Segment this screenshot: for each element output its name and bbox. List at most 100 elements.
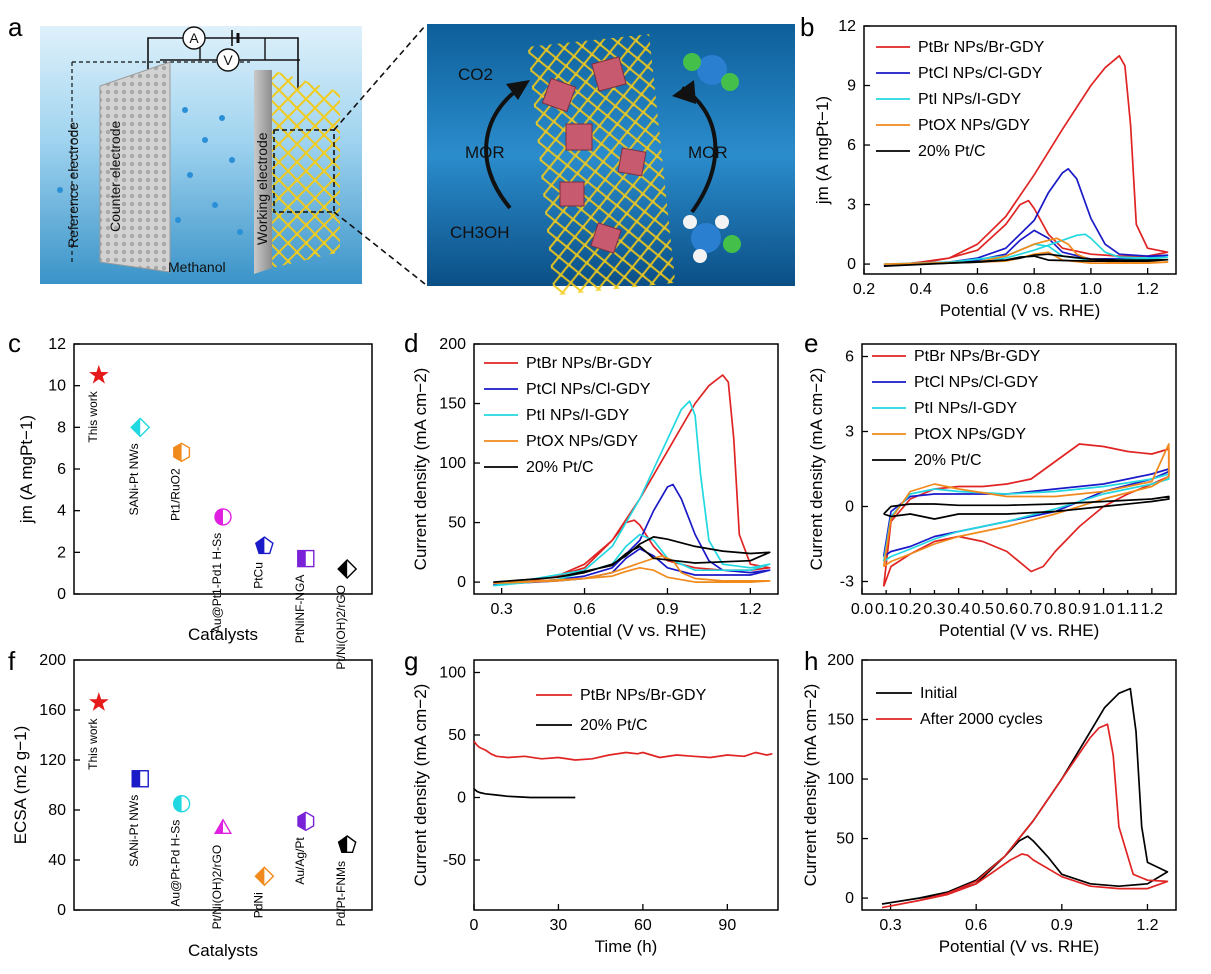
y-tick-label-e: 3 bbox=[845, 424, 854, 441]
x-tick-label-d: 1.2 bbox=[739, 601, 761, 618]
y-axis-title-f: ECSA (m2 g−1) bbox=[11, 726, 30, 845]
legend-label-d-4: 20% Pt/C bbox=[526, 459, 594, 476]
y-tick-label-c: 0 bbox=[57, 586, 66, 603]
y-tick-label-e: -3 bbox=[840, 574, 854, 591]
y-axis-title-b: jm (A mgPt−1) bbox=[813, 96, 832, 205]
series-line-e-4 bbox=[883, 495, 1170, 520]
legend-label-b-2: PtI NPs/I-GDY bbox=[918, 91, 1021, 108]
legend-label-d-3: PtOX NPs/GDY bbox=[526, 433, 638, 450]
reference-electrode-label: Reference electrode bbox=[65, 122, 81, 248]
y-axis-title-e: Current density (mA cm−2) bbox=[807, 368, 826, 571]
data-point-c-4 bbox=[254, 536, 274, 555]
legend-label-e-1: PtCl NPs/Cl-GDY bbox=[914, 374, 1039, 391]
y-tick-label-f: 40 bbox=[48, 852, 66, 869]
panel-label-f: f bbox=[8, 646, 16, 676]
arrow-left-head bbox=[506, 80, 530, 100]
x-tick-label-d: 0.3 bbox=[491, 601, 513, 618]
panel-b: b 0 3 6 9 12 0.2 0.4 0.6 0.8 1.0 1.2 Potential (V v… bbox=[800, 12, 1177, 320]
y-tick-label-c: 10 bbox=[48, 378, 66, 395]
x-tick-label-e: 0.9 bbox=[1068, 601, 1090, 618]
legend-label-g-1: 20% Pt/C bbox=[580, 717, 648, 734]
data-point-c-6-fill bbox=[338, 560, 348, 578]
plot-frame-g bbox=[473, 659, 779, 911]
panel-label-a: a bbox=[8, 12, 23, 42]
plot-area-f: 0 40 80 120 160 200 Catalysts ECSA (m2 g−1) This… bbox=[11, 652, 357, 960]
y-axis-title-h: Current density (mA cm−2) bbox=[801, 684, 820, 887]
data-point-f-4-fill bbox=[255, 867, 265, 886]
gdy-network bbox=[272, 70, 340, 268]
y-tick-label-b: 3 bbox=[847, 197, 856, 214]
legend-label-d-0: PtBr NPs/Br-GDY bbox=[526, 355, 653, 372]
data-point-f-3-fill bbox=[215, 819, 223, 834]
y-tick-label-b: 12 bbox=[838, 18, 856, 35]
x-axis-title-h: Potential (V vs. RHE) bbox=[939, 937, 1100, 956]
data-point-f-0 bbox=[89, 692, 109, 711]
plot-frame-d bbox=[473, 343, 779, 595]
x-tick-label-b: 1.0 bbox=[1080, 281, 1102, 298]
legend-label-d-1: PtCl NPs/Cl-GDY bbox=[526, 381, 651, 398]
y-tick-label-d: 50 bbox=[448, 515, 466, 532]
ch3oh-label: CH3OH bbox=[450, 223, 510, 242]
panel-a: a A V Counter electrode Reference electr… bbox=[8, 12, 795, 296]
point-label-c-6: Pt/Ni(OH)2/rGO bbox=[334, 585, 348, 670]
data-point-f-2 bbox=[172, 795, 191, 813]
mor-right-label: MOR bbox=[688, 143, 728, 162]
x-axis-title-c: Catalysts bbox=[188, 625, 258, 644]
data-point-f-5 bbox=[297, 811, 315, 832]
y-tick-label-g: 0 bbox=[457, 790, 466, 807]
panel-label-e: e bbox=[804, 328, 818, 358]
panel-d: d 0 50 100 150 200 0.3 0.6 0.9 1.2 Potential (V v… bbox=[404, 328, 779, 640]
y-tick-label-c: 8 bbox=[57, 419, 66, 436]
plot-area-b: 0 3 6 9 12 0.2 0.4 0.6 0.8 1.0 1.2 Potential (V vs.… bbox=[813, 18, 1169, 320]
x-tick-label-b: 0.2 bbox=[853, 281, 875, 298]
y-axis-title-d: Current density (mA cm−2) bbox=[411, 368, 430, 571]
point-label-f-3: Pt/Ni(OH)2/rGO bbox=[210, 845, 224, 930]
x-tick-label-e: 0.2 bbox=[899, 601, 921, 618]
data-point-c-1-fill bbox=[131, 418, 141, 437]
point-label-c-4: PtCu bbox=[251, 562, 265, 589]
x-tick-label-e: 0.6 bbox=[996, 601, 1018, 618]
mor-left-label: MOR bbox=[465, 143, 505, 162]
plot-area-g: -50 0 50 100 0 30 60 90 Time (h) Current density … bbox=[411, 665, 773, 956]
y-tick-label-b: 9 bbox=[847, 78, 856, 95]
series-line-b-0 bbox=[883, 54, 1169, 267]
x-tick-label-g: 60 bbox=[634, 917, 652, 934]
x-axis-title-f: Catalysts bbox=[188, 941, 258, 960]
y-axis-title-c: jm (A mgPt−1) bbox=[17, 415, 36, 524]
point-label-f-5: Au/Ag/Pt bbox=[293, 837, 307, 885]
y-tick-label-f: 80 bbox=[48, 802, 66, 819]
series-line-d-1 bbox=[493, 483, 771, 586]
panel-label-h: h bbox=[804, 646, 818, 676]
x-axis-title-d: Potential (V vs. RHE) bbox=[546, 621, 707, 640]
data-point-c-0 bbox=[89, 364, 109, 384]
y-tick-label-b: 0 bbox=[847, 256, 856, 273]
data-point-c-2-fill bbox=[173, 443, 182, 462]
working-electrode-label: Working electrode bbox=[254, 132, 270, 245]
y-tick-label-f: 120 bbox=[39, 752, 66, 769]
zoom-line-top bbox=[333, 25, 426, 131]
y-tick-label-h: 100 bbox=[827, 771, 854, 788]
working-electrode-plate bbox=[254, 70, 272, 274]
y-tick-label-e: 0 bbox=[845, 499, 854, 516]
legend-label-e-0: PtBr NPs/Br-GDY bbox=[914, 348, 1041, 365]
x-tick-label-b: 1.2 bbox=[1137, 281, 1159, 298]
y-tick-label-f: 200 bbox=[39, 652, 66, 669]
x-tick-label-b: 0.6 bbox=[966, 281, 988, 298]
schematic-left: A V Counter electrode Reference electrod… bbox=[40, 26, 362, 284]
y-tick-label-d: 200 bbox=[439, 336, 466, 353]
data-point-c-2 bbox=[173, 442, 191, 463]
product-molecule bbox=[683, 53, 739, 91]
series-line-g-1 bbox=[473, 788, 576, 799]
y-tick-label-h: 0 bbox=[845, 890, 854, 907]
panel-c: c 0 2 4 6 8 10 12 Catalysts jm (A mgPt−1) This wo… bbox=[8, 328, 373, 670]
x-tick-label-h: 0.9 bbox=[1051, 917, 1073, 934]
y-tick-label-g: 100 bbox=[439, 665, 466, 682]
panel-f: f 0 40 80 120 160 200 Catalysts ECSA (m2 g−1) Th… bbox=[8, 646, 373, 960]
voltmeter-icon bbox=[216, 48, 240, 72]
y-tick-label-c: 4 bbox=[57, 503, 66, 520]
legend-label-h-1: After 2000 cycles bbox=[920, 711, 1043, 728]
circuit-wire bbox=[147, 37, 299, 90]
y-tick-label-g: 50 bbox=[448, 727, 466, 744]
y-tick-label-d: 100 bbox=[439, 455, 466, 472]
